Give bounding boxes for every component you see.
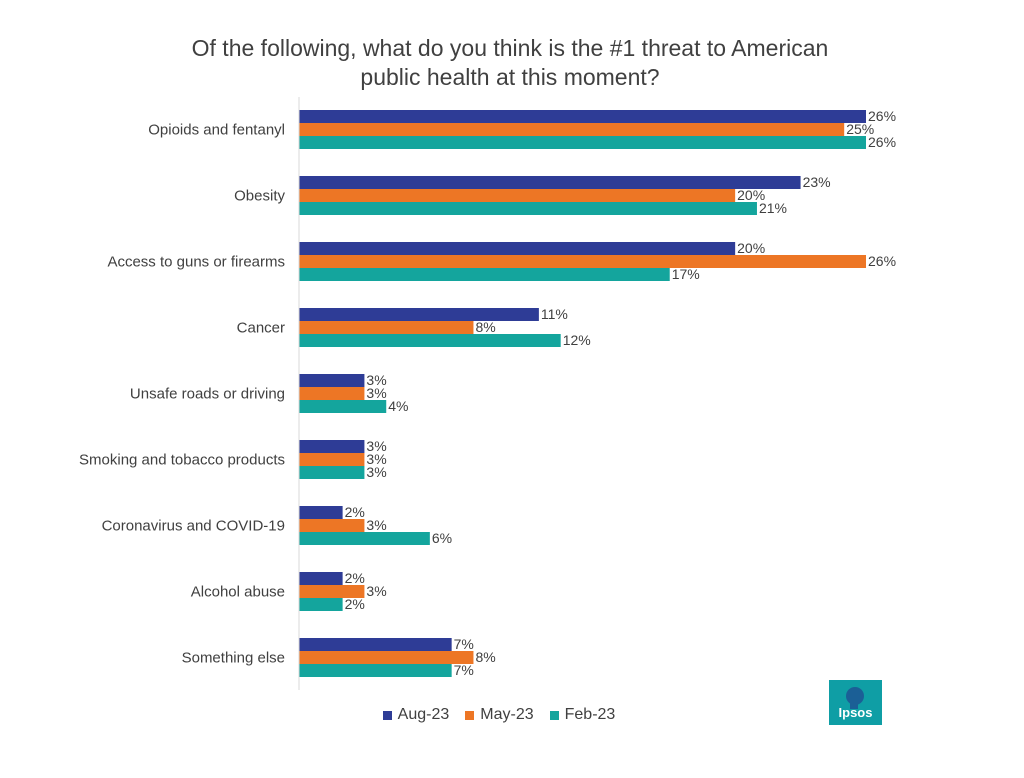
chart-title-line-2: public health at this moment? xyxy=(360,64,660,90)
value-label-access-to-guns-or-firearms-aug-23: 20% xyxy=(737,240,765,256)
value-label-opioids-and-fentanyl-aug-23: 26% xyxy=(868,108,896,124)
category-label-cancer: Cancer xyxy=(237,320,285,337)
bar-something-else-aug-23 xyxy=(299,638,452,651)
legend-label-feb-23: Feb-23 xyxy=(564,706,616,723)
value-label-opioids-and-fentanyl-may-23: 25% xyxy=(846,121,874,137)
category-label-opioids-and-fentanyl: Opioids and fentanyl xyxy=(148,122,285,139)
bar-coronavirus-and-covid-19-feb-23 xyxy=(299,532,430,545)
legend-swatch-may-23 xyxy=(465,710,475,720)
value-label-something-else-feb-23: 7% xyxy=(454,662,474,678)
bar-opioids-and-fentanyl-may-23 xyxy=(299,123,845,136)
value-label-alcohol-abuse-feb-23: 2% xyxy=(345,596,365,612)
value-label-opioids-and-fentanyl-feb-23: 26% xyxy=(868,134,896,150)
chart-title-line-1: Of the following, what do you think is t… xyxy=(191,35,829,61)
value-label-access-to-guns-or-firearms-may-23: 26% xyxy=(868,253,896,269)
bar-cancer-may-23 xyxy=(299,321,474,334)
bar-unsafe-roads-or-driving-feb-23 xyxy=(299,400,387,413)
chart-title: Of the following, what do you think is t… xyxy=(120,34,900,92)
value-label-unsafe-roads-or-driving-may-23: 3% xyxy=(366,385,386,401)
value-label-cancer-aug-23: 11% xyxy=(541,306,568,322)
logo-text: Ipsos xyxy=(838,705,873,720)
value-label-obesity-aug-23: 23% xyxy=(803,174,831,190)
category-label-something-else: Something else xyxy=(182,650,285,667)
bar-unsafe-roads-or-driving-may-23 xyxy=(299,387,365,400)
value-label-smoking-and-tobacco-products-may-23: 3% xyxy=(366,451,386,467)
value-label-obesity-may-23: 20% xyxy=(737,187,765,203)
value-label-obesity-feb-23: 21% xyxy=(759,200,787,216)
bar-opioids-and-fentanyl-feb-23 xyxy=(299,136,866,149)
bar-alcohol-abuse-aug-23 xyxy=(299,572,343,585)
bar-smoking-and-tobacco-products-aug-23 xyxy=(299,440,365,453)
bar-alcohol-abuse-feb-23 xyxy=(299,598,343,611)
value-label-access-to-guns-or-firearms-feb-23: 17% xyxy=(672,266,700,282)
value-label-unsafe-roads-or-driving-aug-23: 3% xyxy=(366,372,386,388)
bar-cancer-aug-23 xyxy=(299,308,539,321)
legend-swatch-aug-23 xyxy=(382,710,392,720)
value-label-coronavirus-and-covid-19-may-23: 3% xyxy=(366,517,386,533)
value-label-cancer-feb-23: 12% xyxy=(563,332,591,348)
value-label-coronavirus-and-covid-19-aug-23: 2% xyxy=(345,504,365,520)
value-label-smoking-and-tobacco-products-feb-23: 3% xyxy=(366,464,386,480)
bar-access-to-guns-or-firearms-aug-23 xyxy=(299,242,736,255)
legend-label-aug-23: Aug-23 xyxy=(397,706,450,723)
value-label-something-else-aug-23: 7% xyxy=(454,636,474,652)
bar-something-else-feb-23 xyxy=(299,664,452,677)
bar-obesity-aug-23 xyxy=(299,176,801,189)
value-label-alcohol-abuse-aug-23: 2% xyxy=(345,570,365,586)
bar-unsafe-roads-or-driving-aug-23 xyxy=(299,374,365,387)
legend-item-may-23: May-23 xyxy=(465,706,534,724)
value-label-something-else-may-23: 8% xyxy=(475,649,495,665)
legend-item-aug-23: Aug-23 xyxy=(382,706,450,724)
bar-coronavirus-and-covid-19-may-23 xyxy=(299,519,365,532)
bar-something-else-may-23 xyxy=(299,651,474,664)
ipsos-logo: Ipsos xyxy=(829,680,882,725)
category-label-access-to-guns-or-firearms: Access to guns or firearms xyxy=(107,254,285,271)
bar-coronavirus-and-covid-19-aug-23 xyxy=(299,506,343,519)
bar-obesity-may-23 xyxy=(299,189,736,202)
category-label-smoking-and-tobacco-products: Smoking and tobacco products xyxy=(79,452,285,469)
category-label-coronavirus-and-covid-19: Coronavirus and COVID-19 xyxy=(102,518,285,535)
legend-label-may-23: May-23 xyxy=(480,706,534,723)
value-label-unsafe-roads-or-driving-feb-23: 4% xyxy=(388,398,408,414)
value-label-cancer-may-23: 8% xyxy=(475,319,495,335)
bar-access-to-guns-or-firearms-may-23 xyxy=(299,255,866,268)
bar-opioids-and-fentanyl-aug-23 xyxy=(299,110,866,123)
category-label-obesity: Obesity xyxy=(234,188,285,205)
category-label-alcohol-abuse: Alcohol abuse xyxy=(191,584,285,601)
bar-obesity-feb-23 xyxy=(299,202,757,215)
legend-item-feb-23: Feb-23 xyxy=(549,706,616,724)
value-label-smoking-and-tobacco-products-aug-23: 3% xyxy=(366,438,386,454)
category-label-unsafe-roads-or-driving: Unsafe roads or driving xyxy=(130,386,285,403)
bar-smoking-and-tobacco-products-may-23 xyxy=(299,453,365,466)
bar-smoking-and-tobacco-products-feb-23 xyxy=(299,466,365,479)
value-label-coronavirus-and-covid-19-feb-23: 6% xyxy=(432,530,452,546)
bar-alcohol-abuse-may-23 xyxy=(299,585,365,598)
chart-legend: Aug-23 May-23 Feb-23 xyxy=(0,706,1024,724)
bar-cancer-feb-23 xyxy=(299,334,561,347)
value-label-alcohol-abuse-may-23: 3% xyxy=(366,583,386,599)
legend-swatch-feb-23 xyxy=(549,710,559,720)
bar-access-to-guns-or-firearms-feb-23 xyxy=(299,268,670,281)
